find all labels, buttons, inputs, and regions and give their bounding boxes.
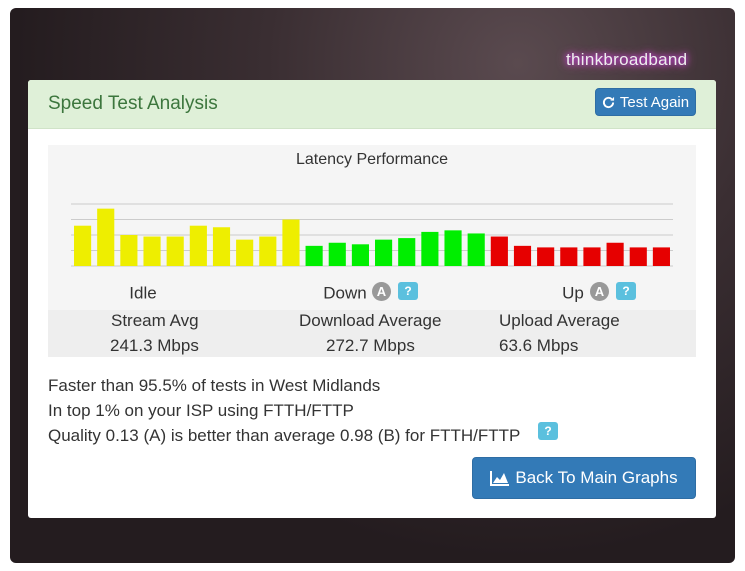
help-button[interactable]: ? — [616, 282, 636, 300]
stat-value: 241.3 Mbps — [110, 336, 199, 355]
series-label: Idle — [129, 283, 156, 302]
bar — [421, 231, 439, 266]
bar — [305, 245, 323, 266]
card-title: Speed Test Analysis — [48, 93, 218, 114]
bar — [467, 233, 485, 266]
bar — [236, 239, 254, 266]
latency-chart: Latency Performance Idle Down Up — [71, 151, 673, 302]
bar — [537, 247, 555, 266]
bar — [351, 244, 369, 266]
bar — [212, 227, 231, 266]
help-button[interactable]: ? — [538, 422, 558, 440]
summary-line: Quality 0.13 (A) is better than average … — [48, 426, 521, 445]
bar — [328, 242, 346, 266]
bar — [143, 236, 161, 266]
bar — [398, 238, 416, 266]
bar — [606, 242, 624, 266]
stat-label: Stream Avg — [111, 311, 199, 330]
bar — [97, 208, 115, 266]
bar — [560, 247, 578, 266]
stat-label: Upload Average — [499, 311, 620, 330]
bar — [444, 230, 462, 266]
bar — [120, 235, 138, 266]
grade-badge: A — [590, 282, 609, 301]
bar — [490, 236, 508, 266]
stats-panel — [48, 310, 696, 357]
series-label: Down — [323, 283, 366, 302]
stat-value: 272.7 Mbps — [326, 336, 415, 355]
grade-badge: A — [372, 282, 391, 301]
bar — [583, 247, 601, 266]
summary-line: Faster than 95.5% of tests in West Midla… — [48, 376, 381, 395]
help-button[interactable]: ? — [398, 282, 418, 300]
card: Speed Test Analysis Test Again Latency P… — [28, 80, 716, 518]
button-label: Test Again — [619, 93, 690, 111]
test-again-button[interactable]: Test Again — [595, 88, 696, 116]
button-label: Back To Main Graphs — [515, 468, 678, 487]
stat-label: Download Average — [299, 311, 442, 330]
back-button[interactable]: Back To Main Graphs — [472, 457, 696, 499]
bar — [259, 236, 277, 266]
bar — [513, 245, 532, 266]
bar — [629, 247, 647, 266]
summary-line: In top 1% on your ISP using FTTH/FTTP — [48, 401, 354, 420]
refresh-icon — [602, 96, 614, 108]
bar — [375, 239, 393, 266]
bar — [74, 225, 92, 266]
stat-value: 63.6 Mbps — [499, 336, 579, 355]
bar — [282, 219, 300, 266]
series-label: Up — [562, 283, 584, 302]
logo: thinkbroadband — [566, 50, 688, 69]
bar — [652, 247, 670, 266]
chart-icon — [490, 471, 510, 486]
bar — [166, 236, 184, 266]
chart-title: Latency Performance — [296, 151, 448, 168]
bar — [189, 225, 207, 266]
